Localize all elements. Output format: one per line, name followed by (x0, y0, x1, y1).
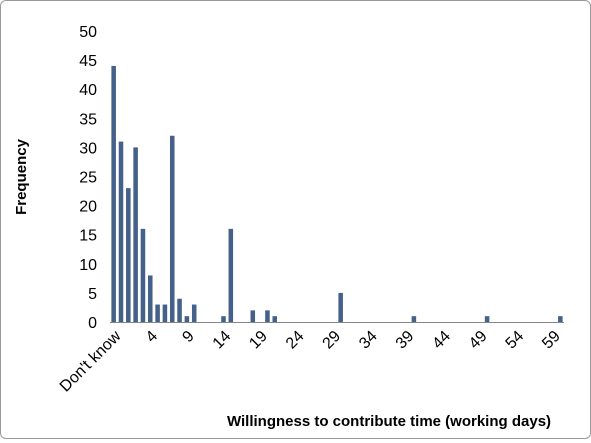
bar (265, 310, 270, 322)
y-tick-label: 20 (79, 199, 97, 216)
y-axis-tick-labels: 0 5 10 15 20 25 30 35 40 45 50 (79, 24, 97, 332)
bar (191, 304, 197, 322)
x-tick-label: 59 (539, 328, 564, 353)
x-tick-label: 9 (179, 328, 197, 346)
x-tick-label: 14 (210, 328, 235, 353)
bar (133, 147, 138, 322)
bar (169, 135, 175, 322)
bar (184, 316, 190, 322)
y-tick-label: 0 (88, 315, 97, 332)
y-tick-label: 25 (79, 170, 97, 187)
y-tick-label: 35 (79, 111, 97, 128)
y-axis-title: Frequency (13, 138, 30, 215)
bar (411, 316, 417, 322)
bar (484, 316, 490, 322)
bar (177, 298, 182, 322)
y-tick-label: 30 (79, 140, 97, 157)
bar (272, 316, 278, 322)
x-tick-label: 49 (466, 328, 491, 353)
y-tick-label: 5 (88, 286, 97, 303)
x-tick-label: 4 (143, 328, 161, 346)
bar (155, 304, 160, 322)
x-tick-label: 54 (503, 328, 528, 353)
x-tick-label: 29 (320, 328, 345, 353)
x-tick-label: 24 (283, 328, 308, 353)
bar (162, 304, 168, 322)
x-tick-label: 34 (356, 328, 381, 353)
bar (338, 292, 343, 322)
x-tick-label: 44 (429, 328, 454, 353)
bar (558, 316, 563, 322)
x-axis-tick-labels: Don't know 4 9 14 19 24 29 34 39 44 49 54 59 (57, 327, 564, 395)
y-tick-label: 10 (79, 257, 97, 274)
bar (221, 316, 226, 322)
x-tick-label: 19 (246, 328, 271, 353)
bars (111, 65, 563, 323)
bar (250, 310, 256, 322)
bar (148, 275, 153, 322)
bar (118, 141, 124, 322)
y-tick-label: 50 (79, 24, 97, 41)
x-axis-title: Willingness to contribute time (working … (227, 413, 551, 430)
y-tick-label: 45 (79, 53, 97, 70)
y-tick-label: 15 (79, 228, 97, 245)
bar (228, 228, 234, 322)
y-tick-label: 40 (79, 82, 97, 99)
x-tick-label: Don't know (57, 327, 125, 395)
bar (140, 228, 146, 322)
bar (126, 188, 131, 322)
x-tick-label: 39 (393, 328, 418, 353)
bar (111, 65, 116, 323)
